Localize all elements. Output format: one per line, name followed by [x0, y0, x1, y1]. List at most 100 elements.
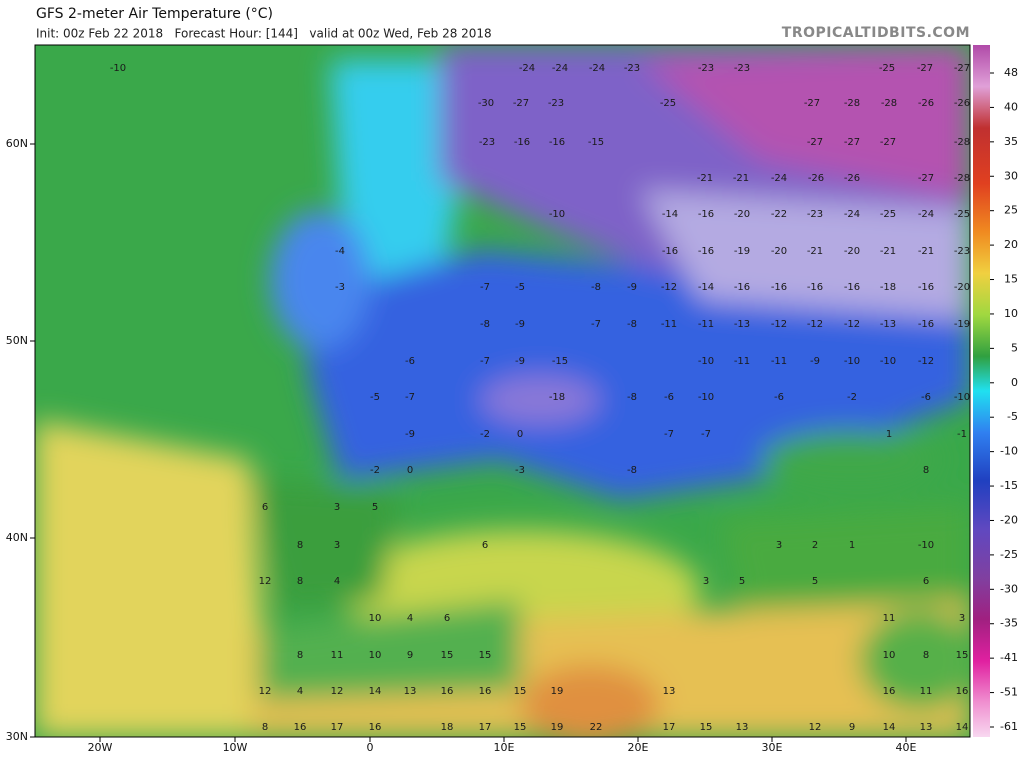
temperature-value: 3 [334, 502, 340, 513]
temperature-value: -20 [771, 246, 787, 257]
temperature-value: -3 [335, 282, 345, 293]
temperature-value: -24 [519, 63, 535, 74]
temperature-value: 14 [883, 722, 896, 733]
temperature-value: -13 [880, 319, 896, 330]
temperature-value: -24 [844, 209, 860, 220]
colorbar-label: -20 [1000, 513, 1018, 526]
temperature-value: 6 [262, 502, 268, 513]
colorbar-label: 40 [1004, 100, 1018, 113]
colorbar-label: 10 [1004, 307, 1018, 320]
temperature-value: 13 [736, 722, 749, 733]
colorbar-label: -35 [1000, 617, 1018, 630]
temperature-value: 0 [407, 465, 413, 476]
temperature-value: 15 [514, 722, 527, 733]
temperature-value: -2 [480, 429, 490, 440]
temperature-value: -16 [734, 282, 750, 293]
lon-label: 30E [762, 741, 783, 754]
temperature-value: -27 [880, 137, 896, 148]
temperature-value: -27 [844, 137, 860, 148]
colorbar-label: -30 [1000, 582, 1018, 595]
temperature-value: -24 [589, 63, 605, 74]
temperature-value: -15 [588, 137, 604, 148]
temperature-value: 18 [441, 722, 454, 733]
temperature-value: -6 [774, 392, 784, 403]
map-title: GFS 2-meter Air Temperature (°C) [36, 6, 273, 22]
lon-label: 40E [896, 741, 917, 754]
temperature-value: 11 [331, 650, 344, 661]
temperature-value: -21 [733, 173, 749, 184]
temperature-value: 15 [700, 722, 713, 733]
temperature-value: -23 [698, 63, 714, 74]
temperature-value: 3 [334, 540, 340, 551]
temperature-value: -16 [549, 137, 565, 148]
temperature-value: -2 [370, 465, 380, 476]
temperature-value: -24 [552, 63, 568, 74]
temperature-value: -7 [591, 319, 601, 330]
colorbar [973, 45, 990, 737]
colorbar-label: 25 [1004, 204, 1018, 217]
temperature-value: -24 [918, 209, 934, 220]
temperature-value: -10 [954, 392, 970, 403]
temperature-value: -8 [480, 319, 490, 330]
temperature-value: 9 [407, 650, 413, 661]
colorbar-label: -41 [1000, 651, 1018, 664]
temperature-value: 6 [444, 613, 450, 624]
temperature-value: 16 [479, 686, 492, 697]
temperature-value: -23 [734, 63, 750, 74]
temperature-value: -25 [880, 209, 896, 220]
temperature-value: 10 [369, 613, 382, 624]
colorbar-label: 0 [1011, 376, 1018, 389]
temperature-value: -5 [370, 392, 380, 403]
temperature-value: -13 [734, 319, 750, 330]
temperature-value: 13 [920, 722, 933, 733]
temperature-value: 4 [407, 613, 413, 624]
temperature-value: -10 [110, 63, 126, 74]
temperature-value: -16 [771, 282, 787, 293]
temperature-value: -27 [807, 137, 823, 148]
temperature-value: 19 [551, 686, 564, 697]
temperature-value: -8 [627, 392, 637, 403]
colorbar-label: 5 [1011, 341, 1018, 354]
temperature-field [35, 45, 970, 737]
temperature-value: -11 [771, 356, 787, 367]
temperature-value: 8 [262, 722, 268, 733]
temperature-value: 14 [956, 722, 969, 733]
temperature-value: -1 [957, 429, 967, 440]
temperature-value: -19 [954, 319, 970, 330]
temperature-value: 5 [739, 576, 745, 587]
temperature-value: 17 [331, 722, 344, 733]
colorbar-label: -5 [1007, 410, 1018, 423]
temperature-value: -7 [664, 429, 674, 440]
temperature-value: 10 [369, 650, 382, 661]
temperature-value: -15 [552, 356, 568, 367]
temperature-value: -4 [335, 246, 345, 257]
temperature-value: 10 [883, 650, 896, 661]
temperature-value: -10 [698, 392, 714, 403]
temperature-value: -9 [515, 356, 525, 367]
temperature-value: -8 [627, 465, 637, 476]
temperature-value: 22 [590, 722, 603, 733]
temperature-value: -20 [954, 282, 970, 293]
temperature-value: 8 [297, 650, 303, 661]
temperature-value: -7 [480, 356, 490, 367]
lon-label: 20W [88, 741, 113, 754]
temperature-value: -10 [844, 356, 860, 367]
temperature-value: -11 [661, 319, 677, 330]
temperature-value: -10 [880, 356, 896, 367]
temperature-value: -16 [844, 282, 860, 293]
lat-label: 30N [6, 730, 28, 743]
temperature-value: -14 [698, 282, 714, 293]
temperature-value: -27 [954, 63, 970, 74]
temperature-value: -14 [662, 209, 678, 220]
colorbar-label: -10 [1000, 445, 1018, 458]
temperature-value: -22 [771, 209, 787, 220]
colorbar-label: 35 [1004, 135, 1018, 148]
temperature-value: 16 [294, 722, 307, 733]
temperature-value: -23 [548, 98, 564, 109]
temperature-value: -27 [804, 98, 820, 109]
temperature-value: 3 [776, 540, 782, 551]
temperature-value: 8 [297, 576, 303, 587]
lat-label: 40N [6, 531, 28, 544]
temperature-value: 5 [812, 576, 818, 587]
